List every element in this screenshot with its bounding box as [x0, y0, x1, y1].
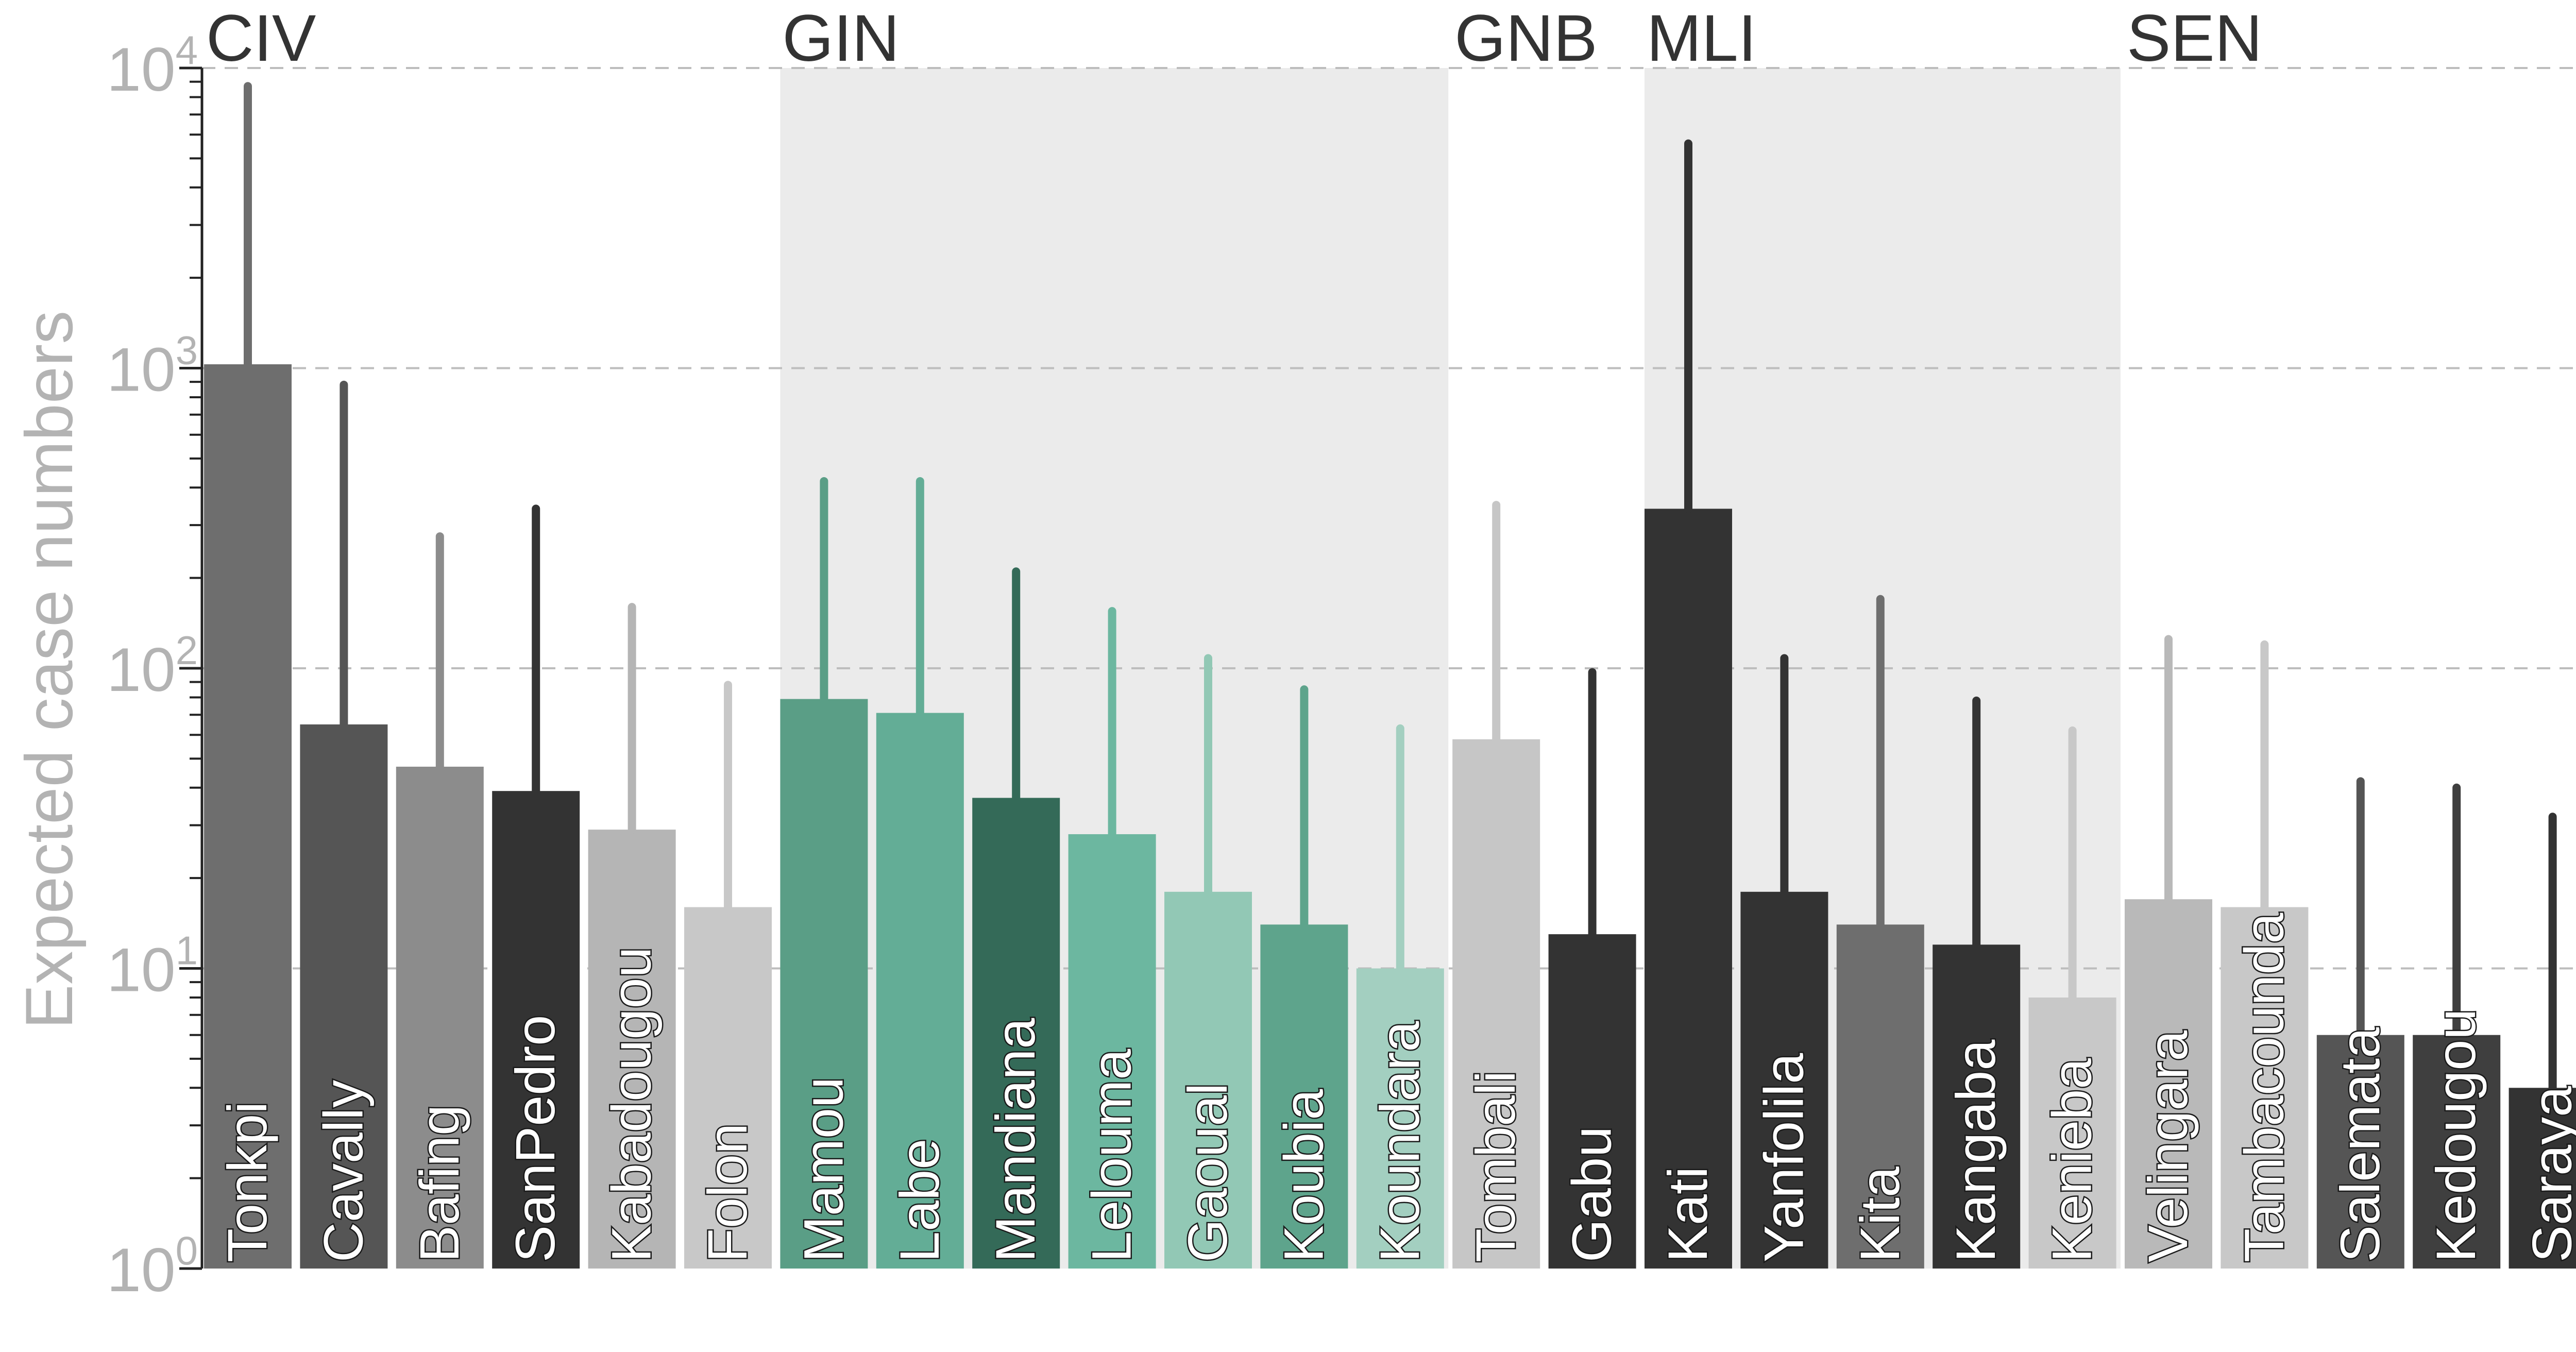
bar-gabu: [1548, 934, 1636, 1269]
bar-tambacounda: [2221, 907, 2309, 1269]
category-label-salemata: Salemata: [2329, 1027, 2391, 1262]
bar-tombali: [1452, 739, 1540, 1269]
category-label-labe: Labe: [888, 1139, 951, 1262]
bar-mamou: [780, 699, 868, 1269]
category-label-gaoual: Gaoual: [1176, 1083, 1239, 1262]
category-label-tambacounda: Tambacounda: [2232, 912, 2295, 1262]
category-label-gabu: Gabu: [1561, 1126, 1623, 1262]
group-label-civ: CIV: [206, 2, 316, 75]
category-label-kangaba: Kangaba: [1944, 1039, 2007, 1262]
category-label-tonkpi: Tonkpi: [216, 1102, 278, 1262]
category-labels-layer: Tonkpi Cavally Bafing SanPedro Kabadougou Fol…: [215, 911, 2576, 1263]
bar-folon: [684, 907, 772, 1269]
bar-yanfolila: [1740, 891, 1828, 1269]
bar-koundara: [1356, 968, 1444, 1269]
category-label-saraya: Saraya: [2521, 1086, 2576, 1262]
bar-tonkpi: [204, 364, 292, 1269]
category-label-sanpedro: SanPedro: [504, 1015, 566, 1262]
bar-kedougou: [2413, 1035, 2501, 1269]
category-label-yanfolila: Yanfolila: [1752, 1053, 1815, 1262]
category-label-cavally: Cavally: [312, 1080, 374, 1262]
bar-saraya: [2509, 1088, 2576, 1269]
category-label-mamou: Mamou: [792, 1077, 854, 1262]
bar-bafing: [396, 767, 484, 1269]
category-label-mandiana: Mandiana: [984, 1018, 1046, 1262]
y-axis-label: Expected case numbers: [11, 311, 87, 1029]
bar-velingara: [2125, 899, 2212, 1269]
category-label-kati: Kati: [1656, 1167, 1719, 1262]
group-label-sen: SEN: [2127, 2, 2262, 75]
category-label-kedougou: Kedougou: [2425, 1009, 2487, 1263]
category-label-kita: Kita: [1849, 1166, 1911, 1262]
group-label-gin: GIN: [782, 2, 900, 75]
y-tick-label: 102: [107, 628, 198, 704]
bar-cavally: [300, 724, 388, 1269]
category-label-koundara: Koundara: [1368, 1021, 1431, 1262]
category-label-tombali: Tombali: [1464, 1071, 1527, 1262]
category-label-folon: Folon: [696, 1123, 758, 1262]
category-label-velingara: Velingara: [2137, 1030, 2199, 1262]
bar-kangaba: [1933, 944, 2021, 1269]
bar-kati: [1645, 509, 1732, 1269]
category-label-kabadougou: Kabadougou: [600, 947, 663, 1262]
group-label-gnb: GNB: [1454, 2, 1597, 75]
category-label-kenieba: Kenieba: [2041, 1058, 2103, 1262]
bar-sanpedro: [492, 791, 580, 1269]
group-labels-layer: CIV GIN GNB MLI SEN: [206, 2, 2262, 75]
y-tick-label: 100: [107, 1228, 198, 1305]
bar-lelouma: [1068, 834, 1156, 1269]
y-tick-label: 103: [107, 328, 198, 404]
bar-salemata: [2316, 1035, 2404, 1269]
y-tick-label: 101: [107, 928, 198, 1005]
bar-kenieba: [2028, 997, 2116, 1269]
category-label-bafing: Bafing: [408, 1105, 470, 1262]
bar-koubia: [1260, 924, 1348, 1269]
category-label-lelouma: Lelouma: [1080, 1049, 1143, 1262]
category-label-koubia: Koubia: [1272, 1089, 1334, 1262]
bars-layer: [204, 82, 2576, 1269]
bar-gaoual: [1164, 891, 1252, 1269]
group-label-mli: MLI: [1647, 2, 1756, 75]
y-tick-label: 104: [107, 27, 198, 104]
bar-kita: [1836, 924, 1924, 1269]
y-axis: 100 101 102 103 104: [107, 27, 204, 1305]
bar-mandiana: [972, 798, 1060, 1269]
bar-labe: [876, 713, 964, 1269]
bar-kabadougou: [588, 830, 676, 1269]
